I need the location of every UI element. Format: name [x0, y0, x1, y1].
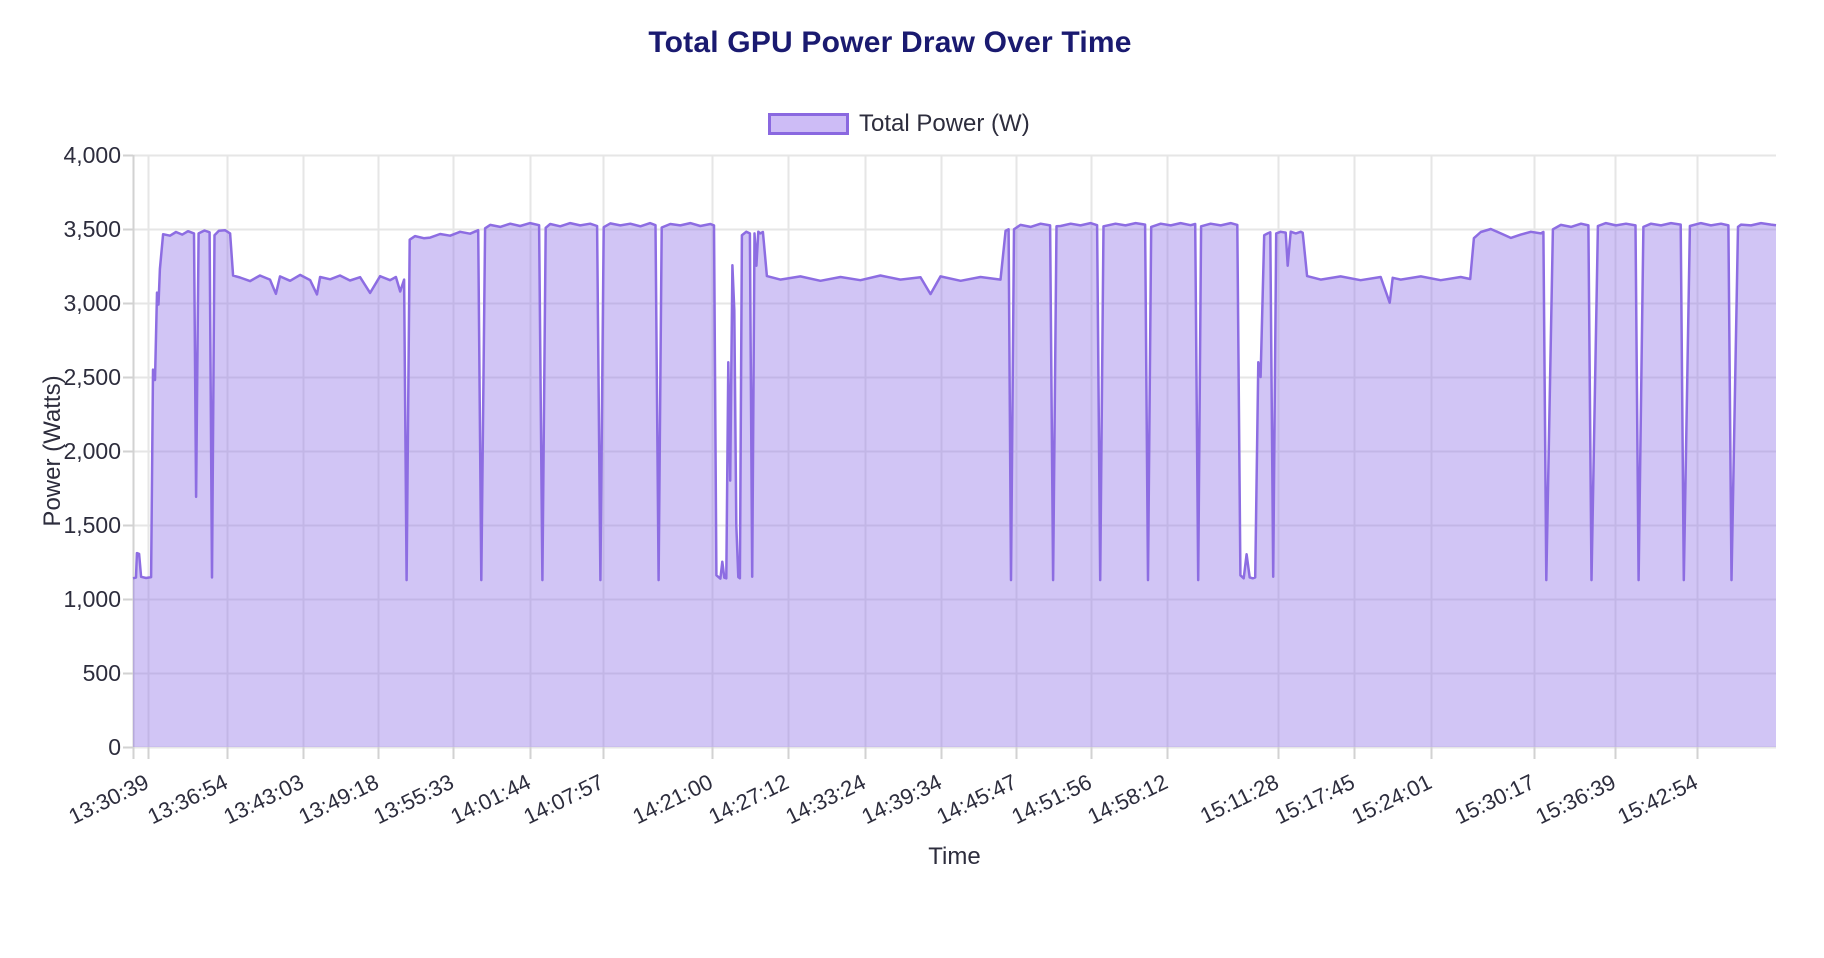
y-axis-title: Power (Watts)	[39, 375, 66, 527]
total-power-area-fill	[133, 223, 1776, 748]
y-tick-label: 3,500	[63, 216, 121, 242]
legend-item-total-power[interactable]: Total Power (W)	[768, 110, 1030, 138]
chart-title: Total GPU Power Draw Over Time	[648, 26, 1132, 59]
y-tick-label: 0	[108, 734, 121, 760]
legend-label: Total Power (W)	[859, 110, 1030, 137]
y-tick-label: 4,000	[63, 142, 121, 168]
x-axis-title: Time	[928, 843, 981, 870]
y-tick-label: 2,500	[63, 364, 121, 390]
y-tick-label: 500	[82, 660, 121, 686]
total-power-line	[132, 221, 1777, 582]
y-tick-label: 1,500	[63, 512, 121, 538]
y-tick-label: 2,000	[63, 438, 121, 464]
legend-color-swatch	[768, 113, 849, 135]
y-tick-label: 3,000	[63, 290, 121, 316]
y-tick-label: 1,000	[63, 586, 121, 612]
